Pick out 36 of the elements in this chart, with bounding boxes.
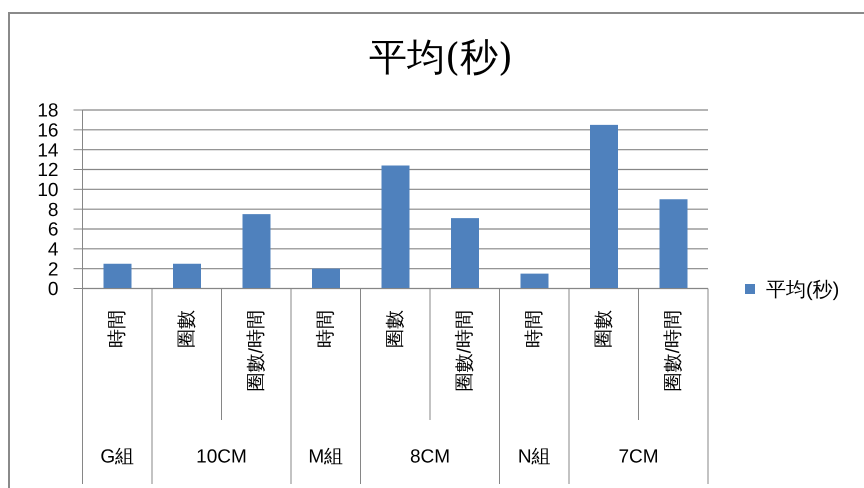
- bar: [590, 124, 618, 288]
- y-tick-label: 12: [37, 160, 58, 182]
- bar: [104, 264, 132, 288]
- x-tick-label: 時間: [315, 310, 336, 348]
- bar: [242, 214, 270, 288]
- bar: [451, 218, 479, 288]
- text: G組: [100, 446, 134, 468]
- y-tick-label: 4: [48, 240, 59, 261]
- legend-label: 平均(秒): [766, 278, 840, 302]
- y-tick-label: 8: [48, 200, 58, 221]
- y-tick-label: 0: [48, 279, 58, 300]
- text: M組: [308, 446, 344, 468]
- x-tick-label: 圈數: [593, 310, 614, 348]
- text: 8CM: [410, 446, 450, 468]
- x-tick-label: 圈數: [176, 310, 198, 348]
- text: 10CM: [196, 446, 247, 468]
- y-tick-label: 6: [48, 220, 58, 241]
- bar: [312, 268, 340, 288]
- y-tick-label: 2: [48, 259, 58, 280]
- x-tick-label: 圈數/時間: [662, 310, 684, 392]
- x-tick-label: 時間: [524, 310, 545, 348]
- x-tick-label: 圈數/時間: [246, 310, 267, 392]
- text: N組: [518, 446, 551, 468]
- x-tick-label: 圈數/時間: [454, 310, 476, 392]
- y-tick-label: 14: [37, 140, 59, 162]
- bar: [520, 274, 548, 288]
- text: 7CM: [618, 446, 659, 468]
- y-tick-label: 16: [37, 120, 58, 142]
- x-tick-label: 時間: [106, 310, 128, 348]
- bar: [382, 166, 410, 288]
- chart-title: 平均(秒): [369, 35, 513, 79]
- bar: [173, 264, 201, 288]
- bar: [660, 199, 688, 288]
- y-tick-label: 18: [37, 100, 58, 122]
- y-tick-label: 10: [37, 180, 58, 202]
- x-tick-label: 圈數: [384, 310, 406, 348]
